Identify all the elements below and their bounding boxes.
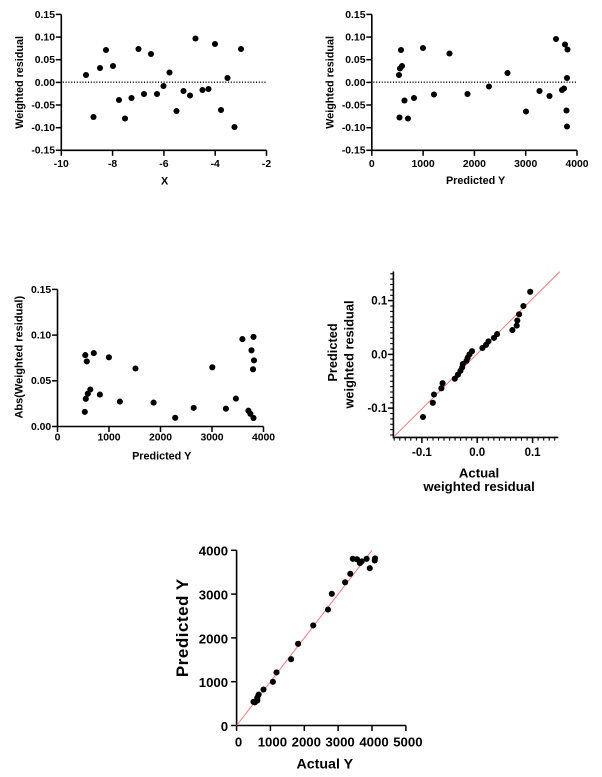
svg-text:3000: 3000	[200, 433, 223, 444]
svg-text:2000: 2000	[149, 433, 172, 444]
svg-text:2000: 2000	[199, 631, 228, 646]
svg-text:1000: 1000	[412, 159, 435, 170]
svg-text:0.05: 0.05	[35, 55, 55, 66]
svg-text:Actual: Actual	[459, 465, 499, 480]
svg-text:3000: 3000	[325, 734, 354, 749]
svg-text:0.05: 0.05	[345, 55, 365, 66]
svg-text:4000: 4000	[199, 544, 228, 559]
svg-text:0: 0	[235, 734, 242, 749]
svg-text:4000: 4000	[565, 159, 588, 170]
svg-text:Predicted: Predicted	[325, 323, 340, 381]
svg-text:-10: -10	[54, 159, 69, 170]
svg-text:-0.15: -0.15	[342, 146, 366, 157]
svg-text:1000: 1000	[97, 433, 120, 444]
svg-text:-0.1: -0.1	[412, 447, 432, 459]
svg-text:Actual Y: Actual Y	[297, 756, 354, 772]
svg-text:-0.05: -0.05	[31, 100, 55, 111]
svg-text:0.10: 0.10	[35, 33, 55, 44]
svg-text:0.15: 0.15	[35, 10, 55, 21]
svg-text:-2: -2	[262, 159, 271, 170]
svg-text:0: 0	[221, 719, 228, 734]
svg-text:-4: -4	[211, 159, 220, 170]
svg-text:0.00: 0.00	[31, 422, 51, 433]
svg-text:Weighted residual: Weighted residual	[14, 36, 26, 129]
svg-text:4000: 4000	[359, 734, 388, 749]
svg-text:0.0: 0.0	[371, 349, 387, 361]
svg-text:-8: -8	[108, 159, 117, 170]
svg-text:0.05: 0.05	[31, 376, 51, 387]
svg-text:Predicted Y: Predicted Y	[132, 450, 192, 462]
svg-text:5000: 5000	[393, 734, 422, 749]
svg-text:2000: 2000	[292, 734, 321, 749]
svg-text:1000: 1000	[199, 675, 228, 690]
svg-text:0.0: 0.0	[469, 447, 485, 459]
svg-text:-0.1: -0.1	[367, 403, 387, 415]
svg-text:2000: 2000	[463, 159, 486, 170]
svg-text:0.1: 0.1	[371, 296, 388, 308]
svg-text:0.00: 0.00	[35, 78, 55, 89]
svg-text:0.00: 0.00	[345, 78, 365, 89]
svg-text:weighted residual: weighted residual	[342, 300, 357, 409]
svg-text:-0.10: -0.10	[31, 123, 55, 134]
svg-text:0.1: 0.1	[525, 447, 542, 459]
svg-text:-0.10: -0.10	[342, 123, 366, 134]
svg-text:0: 0	[55, 433, 61, 444]
svg-text:3000: 3000	[199, 588, 228, 603]
svg-text:0.15: 0.15	[345, 10, 365, 21]
svg-text:X: X	[161, 176, 169, 188]
svg-text:Predicted Y: Predicted Y	[446, 175, 506, 187]
svg-text:0.10: 0.10	[31, 331, 51, 342]
svg-text:0.10: 0.10	[345, 33, 365, 44]
svg-text:-6: -6	[159, 159, 168, 170]
svg-text:Abs(Weighted residual): Abs(Weighted residual)	[14, 296, 26, 419]
svg-text:3000: 3000	[514, 159, 537, 170]
svg-text:4000: 4000	[252, 433, 275, 444]
svg-text:-0.05: -0.05	[342, 100, 366, 111]
svg-text:0.15: 0.15	[31, 285, 51, 296]
svg-text:-0.15: -0.15	[31, 146, 55, 157]
svg-text:weighted residual: weighted residual	[422, 479, 534, 494]
svg-text:1000: 1000	[258, 734, 287, 749]
svg-text:0: 0	[369, 159, 375, 170]
svg-text:Weighted residual: Weighted residual	[325, 36, 337, 129]
svg-text:Predicted Y: Predicted Y	[173, 578, 192, 677]
